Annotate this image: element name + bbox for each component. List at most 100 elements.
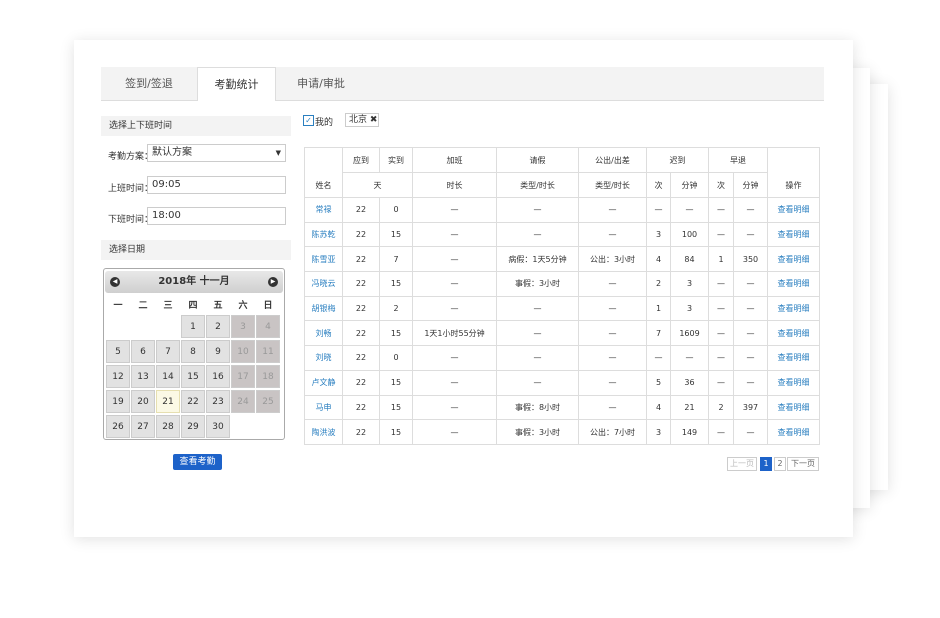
- calendar-day[interactable]: 8: [181, 340, 205, 363]
- calendar-day[interactable]: 22: [181, 390, 205, 413]
- calendar-day[interactable]: 6: [131, 340, 155, 363]
- calendar-day[interactable]: 29: [181, 415, 205, 438]
- calendar-day[interactable]: 21: [156, 390, 180, 413]
- calendar-day[interactable]: 7: [156, 340, 180, 363]
- name-cell[interactable]: 刘晓: [304, 345, 343, 371]
- data-cell: 2: [708, 394, 734, 421]
- data-cell: —: [708, 419, 734, 445]
- calendar-day[interactable]: 1: [181, 315, 205, 338]
- calendar-day[interactable]: 3: [231, 315, 255, 338]
- calendar-day[interactable]: 20: [131, 390, 155, 413]
- calendar-day[interactable]: 18: [256, 365, 280, 388]
- detail-link[interactable]: 查看明细: [767, 369, 820, 396]
- calendar-day[interactable]: 24: [231, 390, 255, 413]
- calendar-day[interactable]: 27: [131, 415, 155, 438]
- name-cell[interactable]: 卢文静: [304, 369, 343, 396]
- detail-link[interactable]: 查看明细: [767, 345, 820, 371]
- page-number[interactable]: 1: [760, 457, 772, 471]
- label: 下班时间：: [108, 215, 154, 225]
- data-cell: —: [708, 295, 734, 322]
- data-cell: 15: [379, 369, 413, 396]
- select-value: 默认方案: [152, 147, 192, 158]
- tab[interactable]: 签到/签退: [125, 77, 173, 90]
- data-cell: —: [670, 197, 709, 223]
- name-cell[interactable]: 胡银梅: [304, 295, 343, 322]
- filter-tag[interactable]: 北京 ✖: [345, 113, 379, 127]
- calendar-day[interactable]: 15: [181, 365, 205, 388]
- header-row: 姓名 应到 实到 加班 请假 公出/出差 迟到 早退 操作: [304, 147, 820, 198]
- data-cell: 22: [342, 394, 380, 421]
- data-cell: —: [496, 320, 579, 347]
- header-cell: 次: [646, 172, 671, 198]
- calendar-day[interactable]: 4: [256, 315, 280, 338]
- calendar-day[interactable]: 26: [106, 415, 130, 438]
- detail-link[interactable]: 查看明细: [767, 394, 820, 421]
- calendar-day[interactable]: 13: [131, 365, 155, 388]
- name-cell[interactable]: 陶洪波: [304, 419, 343, 445]
- tab[interactable]: 申请/审批: [297, 77, 345, 90]
- calendar-day[interactable]: 12: [106, 365, 130, 388]
- header-cell: 加班: [412, 147, 497, 173]
- name-cell[interactable]: 常禄: [304, 197, 343, 223]
- next-page[interactable]: 下一页: [787, 457, 819, 471]
- name-cell[interactable]: 冯晓云: [304, 271, 343, 297]
- input[interactable]: 09:05: [147, 176, 286, 194]
- section-header: 选择日期: [101, 240, 291, 260]
- tab[interactable]: 考勤统计: [197, 67, 276, 101]
- detail-link[interactable]: 查看明细: [767, 295, 820, 322]
- name-cell[interactable]: 刘畅: [304, 320, 343, 347]
- data-cell: 22: [342, 295, 380, 322]
- data-row: 胡银梅 22 2— — —1 3— — 查看明细: [304, 295, 820, 322]
- calendar-day[interactable]: 19: [106, 390, 130, 413]
- calendar-day[interactable]: 30: [206, 415, 230, 438]
- data-cell: 3: [670, 295, 709, 322]
- data-cell: 1天1小时55分钟: [412, 320, 497, 347]
- calendar-day[interactable]: 16: [206, 365, 230, 388]
- data-cell: —: [412, 221, 497, 248]
- calendar-day[interactable]: 11: [256, 340, 280, 363]
- data-cell: 15: [379, 221, 413, 248]
- data-row: 卢文静 22 15— — —5 36— — 查看明细: [304, 369, 820, 396]
- data-cell: —: [496, 221, 579, 248]
- prev-month[interactable]: ◀: [110, 277, 120, 287]
- calendar-day[interactable]: 9: [206, 340, 230, 363]
- data-cell: 15: [379, 419, 413, 445]
- calendar-day[interactable]: 14: [156, 365, 180, 388]
- input[interactable]: 18:00: [147, 207, 286, 225]
- calendar-day[interactable]: 5: [106, 340, 130, 363]
- prev-page[interactable]: 上一页: [727, 457, 757, 471]
- name-cell[interactable]: 陈雪亚: [304, 246, 343, 273]
- data-cell: —: [412, 369, 497, 396]
- name-cell[interactable]: 马申: [304, 394, 343, 421]
- detail-link[interactable]: 查看明细: [767, 246, 820, 273]
- data-cell: 22: [342, 246, 380, 273]
- data-cell: —: [708, 197, 734, 223]
- calendar-day[interactable]: 25: [256, 390, 280, 413]
- weekday: 二: [138, 301, 148, 311]
- calendar-day[interactable]: 17: [231, 365, 255, 388]
- data-row: 刘晓 22 0— — — — — — — 查看明细: [304, 345, 820, 371]
- name-cell[interactable]: 陈苏乾: [304, 221, 343, 248]
- data-cell: 350: [733, 246, 768, 273]
- detail-link[interactable]: 查看明细: [767, 197, 820, 223]
- detail-link[interactable]: 查看明细: [767, 419, 820, 445]
- data-row: 陈雪亚 22 7— 病假：1天5分钟 公出：3小时 4 84 1 350 查看明细: [304, 246, 820, 273]
- data-cell: —: [412, 419, 497, 445]
- detail-link[interactable]: 查看明细: [767, 221, 820, 248]
- data-cell: —: [733, 369, 768, 396]
- detail-link[interactable]: 查看明细: [767, 271, 820, 297]
- calendar-day[interactable]: 28: [156, 415, 180, 438]
- page-number[interactable]: 2: [774, 457, 786, 471]
- checkbox[interactable]: ✓: [303, 115, 314, 126]
- view-button[interactable]: 查看考勤: [173, 454, 222, 470]
- detail-link[interactable]: 查看明细: [767, 320, 820, 347]
- data-cell: 公出：7小时: [578, 419, 647, 445]
- calendar-day[interactable]: 23: [206, 390, 230, 413]
- select[interactable]: 默认方案 ▼: [147, 144, 286, 162]
- data-cell: —: [708, 271, 734, 297]
- data-cell: 3: [670, 271, 709, 297]
- next-month[interactable]: ▶: [268, 277, 278, 287]
- data-cell: —: [733, 345, 768, 371]
- calendar-day[interactable]: 10: [231, 340, 255, 363]
- calendar-day[interactable]: 2: [206, 315, 230, 338]
